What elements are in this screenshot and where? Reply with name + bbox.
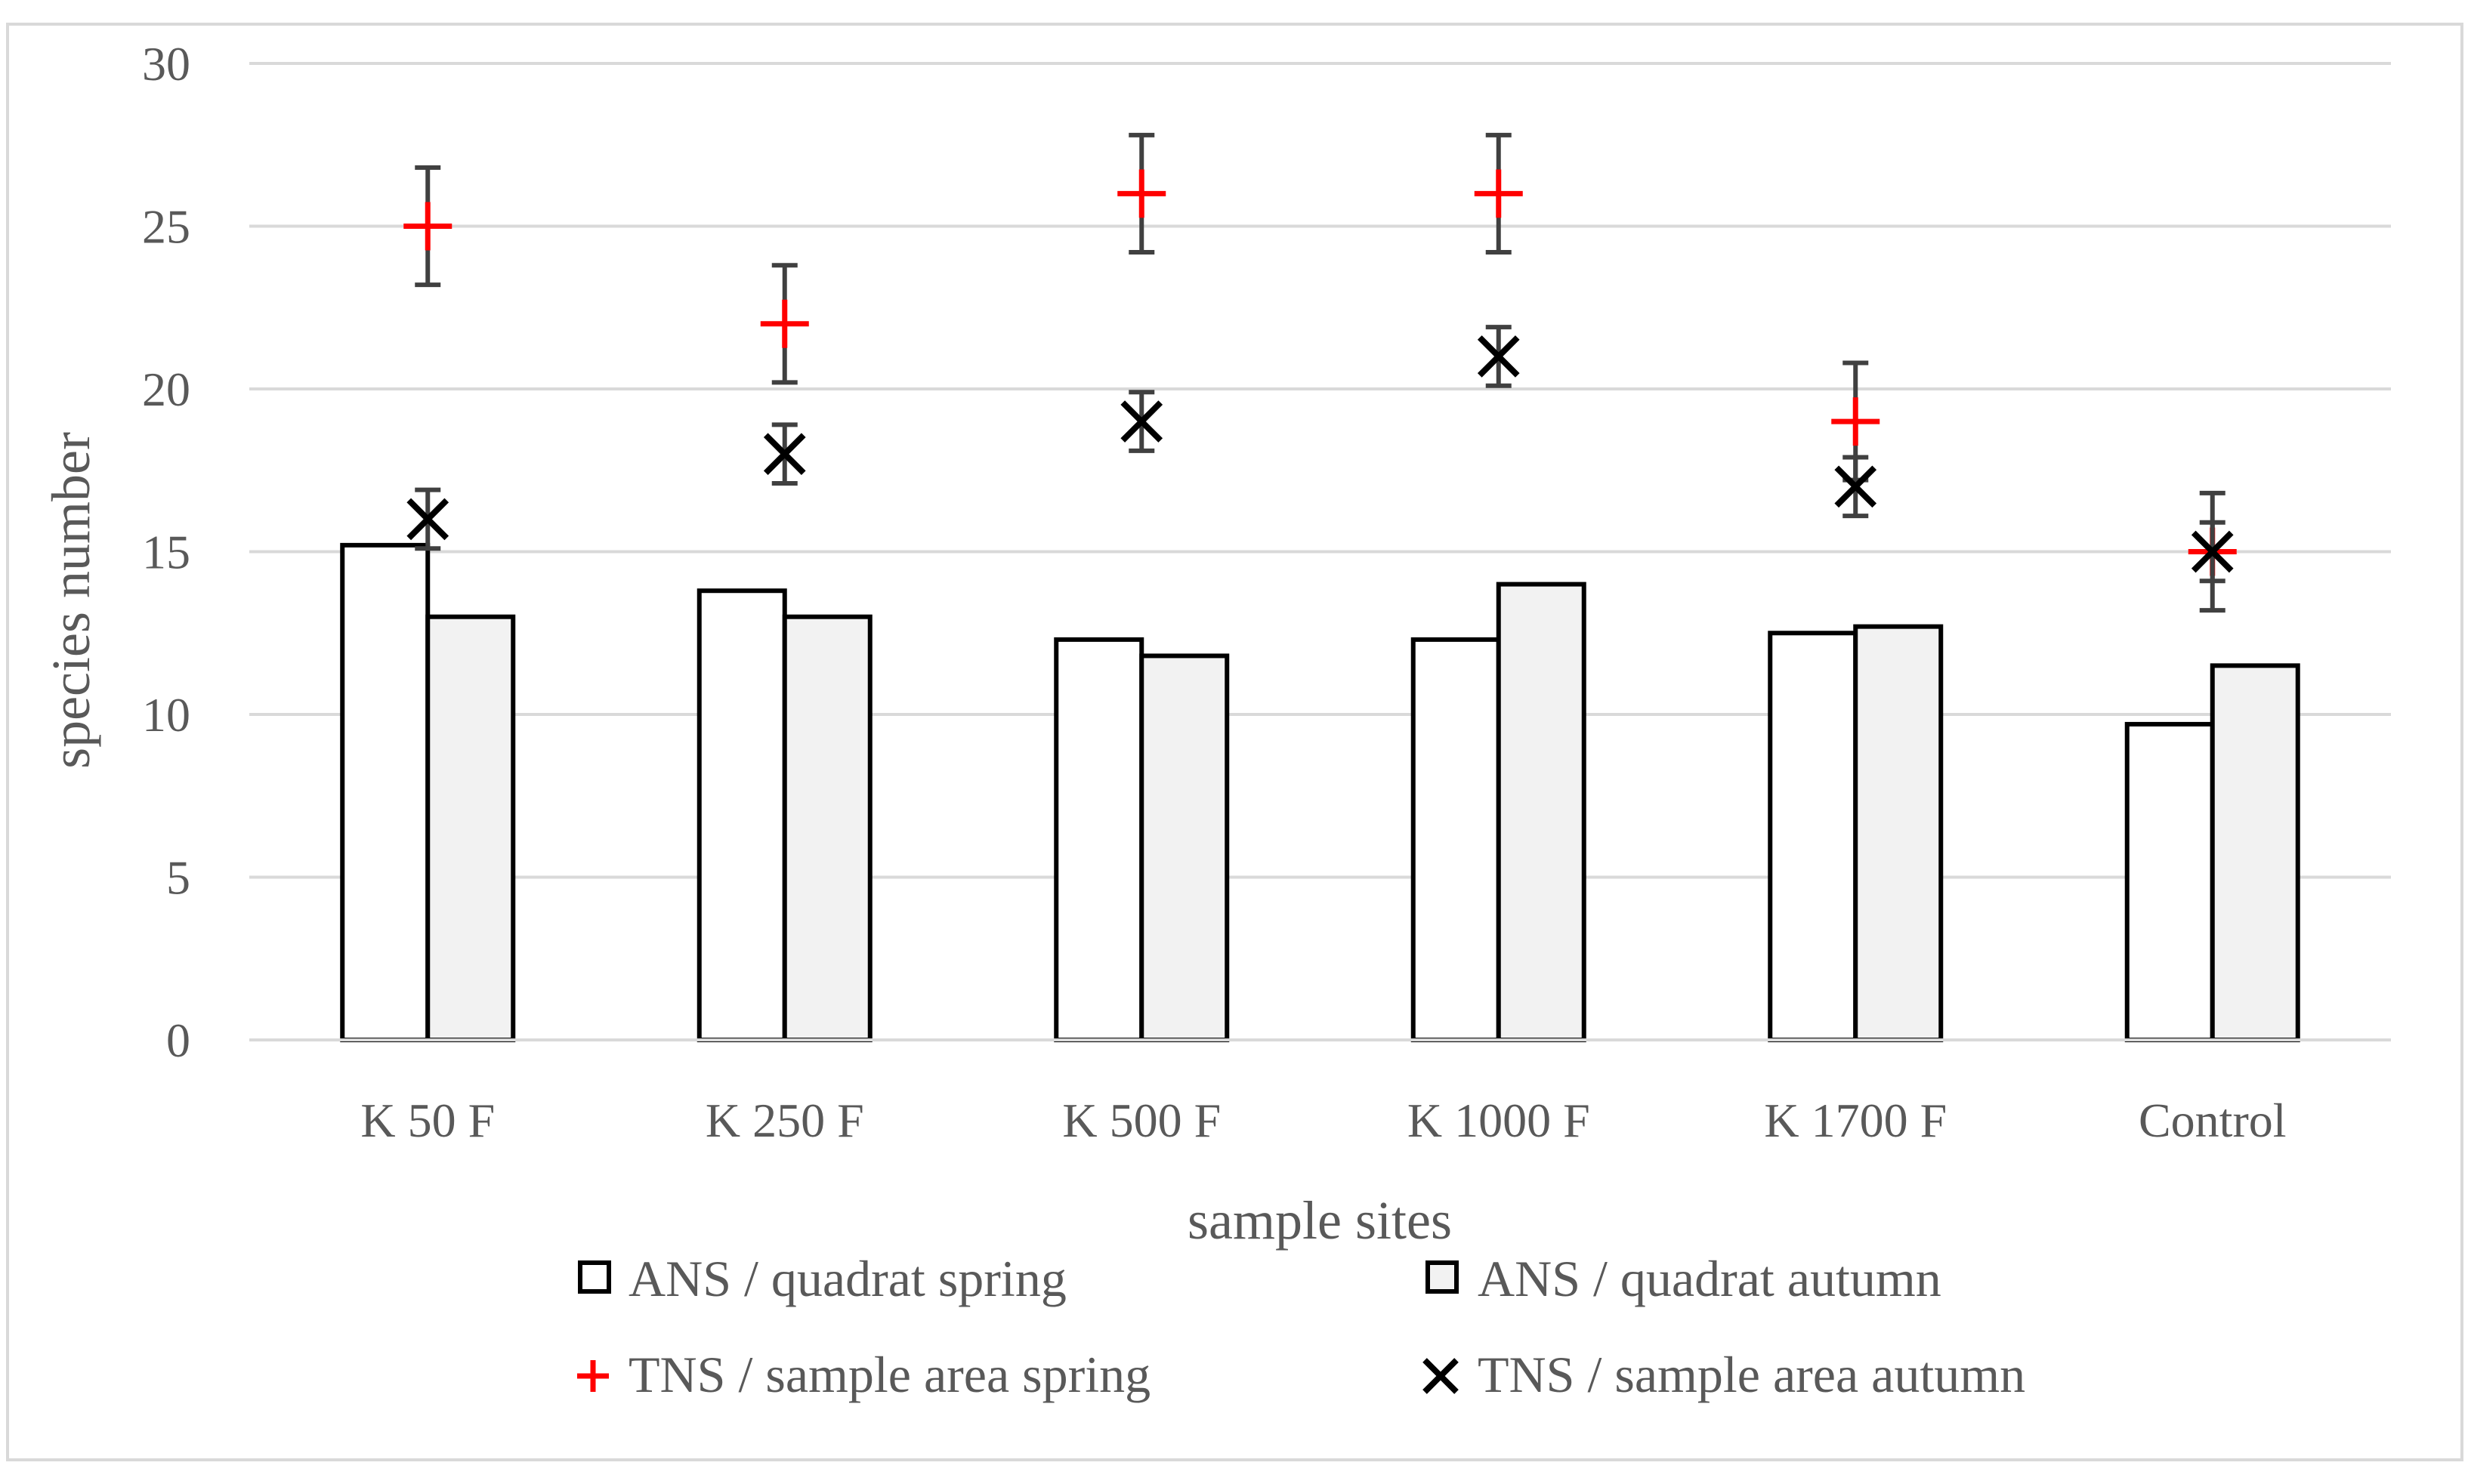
x-tick-labels: K 50 F K 250 F K 500 F K 1000 F K 1700 F Cont… [249, 1038, 2391, 1147]
legend-marker-cross-icon [1422, 1358, 1459, 1394]
marker-group-spring-3 [1474, 132, 1523, 255]
legend-entry-tns-autumn[interactable]: TNS / sample area autumn [1422, 1346, 2025, 1403]
plus-marker-4 [1831, 397, 1880, 446]
cross-b-4 [1834, 465, 1877, 508]
legend-label-tns-spring: TNS / sample area spring [629, 1346, 1151, 1403]
bar-autumn-4 [1853, 624, 1944, 1042]
cross-marker-2 [1120, 400, 1163, 443]
marker-group-spring-0 [403, 165, 453, 288]
legend-entry-ans-autumn[interactable]: ANS / quadrat autumn [1425, 1250, 1941, 1307]
y-tick-labels: 0 5 10 15 20 25 30 [142, 37, 190, 1067]
gridlines [249, 62, 2391, 1041]
x-tick-label-2: K 500 F [1062, 1094, 1221, 1147]
x-tick-label-5: Control [2139, 1094, 2287, 1147]
legend: ANS / quadrat spring ANS / quadrat autum… [577, 1250, 2025, 1403]
marker-group-autumn-3 [1477, 325, 1520, 388]
bar-autumn-0 [425, 614, 516, 1042]
y-tick-label-5: 5 [166, 851, 190, 905]
cross-marker-5 [2191, 530, 2234, 573]
legend-label-ans-spring: ANS / quadrat spring [629, 1250, 1067, 1307]
x-tick-label-0: K 50 F [360, 1094, 495, 1147]
bar-spring-3 [1410, 637, 1501, 1042]
marker-group-autumn-0 [406, 487, 449, 551]
marker-group-autumn-5 [2191, 520, 2234, 584]
legend-label-tns-autumn: TNS / sample area autumn [1478, 1346, 2025, 1403]
cross-b-0 [406, 498, 449, 541]
bar-autumn-5 [2210, 663, 2300, 1042]
bar-spring-4 [1768, 631, 1858, 1042]
y-tick-label-25: 25 [142, 200, 190, 254]
marker-group-spring-2 [1117, 132, 1166, 255]
y-tick-label-0: 0 [166, 1014, 190, 1067]
plus-marker-1 [760, 299, 809, 348]
legend-swatch-ans-autumn [1425, 1260, 1459, 1294]
legend-entry-ans-spring[interactable]: ANS / quadrat spring [578, 1250, 1067, 1307]
cross-marker-1 [763, 433, 806, 476]
legend-label-ans-autumn: ANS / quadrat autumn [1478, 1250, 1941, 1307]
bar-spring-2 [1054, 637, 1144, 1042]
bar-spring-5 [2124, 721, 2215, 1042]
marker-group-autumn-4 [1834, 455, 1877, 519]
cross-b-3 [1477, 335, 1520, 378]
x-tick-label-1: K 250 F [706, 1094, 864, 1147]
marker-group-spring-1 [760, 263, 809, 385]
cross-marker-0 [406, 498, 449, 541]
cross-marker-4 [1834, 465, 1877, 508]
bar-autumn-3 [1496, 582, 1586, 1042]
y-tick-label-30: 30 [142, 37, 190, 91]
legend-entry-tns-spring[interactable]: TNS / sample area spring [577, 1346, 1151, 1403]
x-tick-label-4: K 1700 F [1764, 1094, 1947, 1147]
cross-b-1 [763, 433, 806, 476]
plus-marker-0 [403, 202, 453, 251]
bar-autumn-1 [782, 614, 873, 1042]
plus-marker-2 [1117, 169, 1166, 218]
markers [403, 132, 2237, 613]
bars [340, 542, 2300, 1042]
cross-b-2 [1120, 400, 1163, 443]
bar-autumn-2 [1139, 653, 1230, 1042]
y-tick-label-20: 20 [142, 363, 190, 416]
y-tick-label-15: 15 [142, 526, 190, 579]
marker-group-autumn-1 [763, 422, 806, 486]
legend-swatch-ans-spring [578, 1260, 611, 1294]
cross-b-5 [2191, 530, 2234, 573]
legend-marker-plus-icon [577, 1360, 609, 1392]
x-axis-title: sample sites [1188, 1190, 1452, 1251]
plus-marker-3 [1474, 169, 1523, 218]
y-axis-title: species number [41, 432, 101, 769]
y-tick-label-10: 10 [142, 688, 190, 742]
bar-spring-0 [340, 542, 431, 1042]
cross-marker-3 [1477, 335, 1520, 378]
x-tick-label-3: K 1000 F [1407, 1094, 1590, 1147]
bar-spring-1 [697, 588, 787, 1042]
marker-group-autumn-2 [1120, 390, 1163, 453]
